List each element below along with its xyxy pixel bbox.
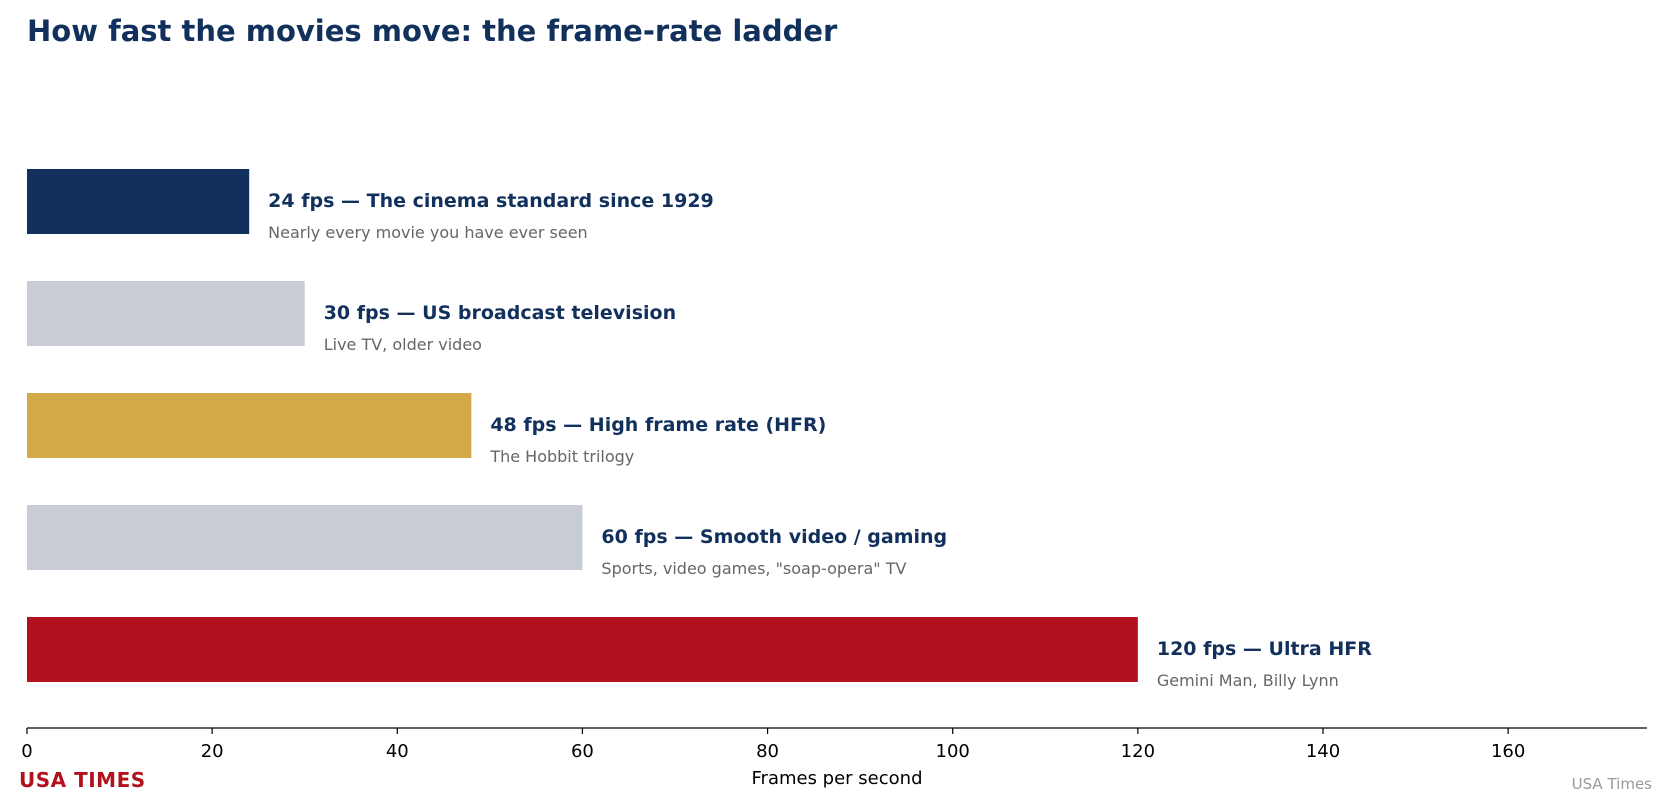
bar-48fps xyxy=(27,393,472,458)
brand-logo: USA TIMES xyxy=(19,768,146,792)
x-tick-label: 160 xyxy=(1491,741,1525,762)
bar-sublabel: Nearly every movie you have ever seen xyxy=(268,223,588,242)
bar-sublabel: Live TV, older video xyxy=(324,335,482,354)
x-tick-label: 80 xyxy=(756,741,779,762)
x-axis: 0 20 40 60 80 100 120 140 160 Frames per second xyxy=(21,727,1647,789)
x-tick-label: 0 xyxy=(21,741,32,762)
bar-label: 30 fps — US broadcast television xyxy=(324,302,676,324)
x-tick-label: 120 xyxy=(1121,741,1155,762)
bar-label: 120 fps — Ultra HFR xyxy=(1157,638,1372,660)
x-tick-label: 100 xyxy=(936,741,970,762)
bar-120fps xyxy=(27,617,1138,682)
bar-24fps xyxy=(27,169,250,234)
bar-sublabel: The Hobbit trilogy xyxy=(489,447,634,466)
x-tick-label: 140 xyxy=(1306,741,1340,762)
bar-sublabel: Sports, video games, "soap-opera" TV xyxy=(601,559,906,578)
x-tick-label: 60 xyxy=(571,741,594,762)
bar-30fps xyxy=(27,281,305,346)
bar-label: 24 fps — The cinema standard since 1929 xyxy=(268,190,714,212)
bar-sublabel: Gemini Man, Billy Lynn xyxy=(1157,671,1339,690)
bar-60fps xyxy=(27,505,583,570)
bars-layer: 24 fps — The cinema standard since 1929 N… xyxy=(27,169,1372,690)
x-tick-label: 20 xyxy=(201,741,224,762)
bar-label: 48 fps — High frame rate (HFR) xyxy=(490,414,826,436)
x-axis-title: Frames per second xyxy=(752,768,923,789)
bar-label: 60 fps — Smooth video / gaming xyxy=(601,526,947,548)
source-credit: USA Times xyxy=(1571,775,1652,793)
chart-title: How fast the movies move: the frame-rate… xyxy=(27,14,838,48)
x-tick-label: 40 xyxy=(386,741,409,762)
